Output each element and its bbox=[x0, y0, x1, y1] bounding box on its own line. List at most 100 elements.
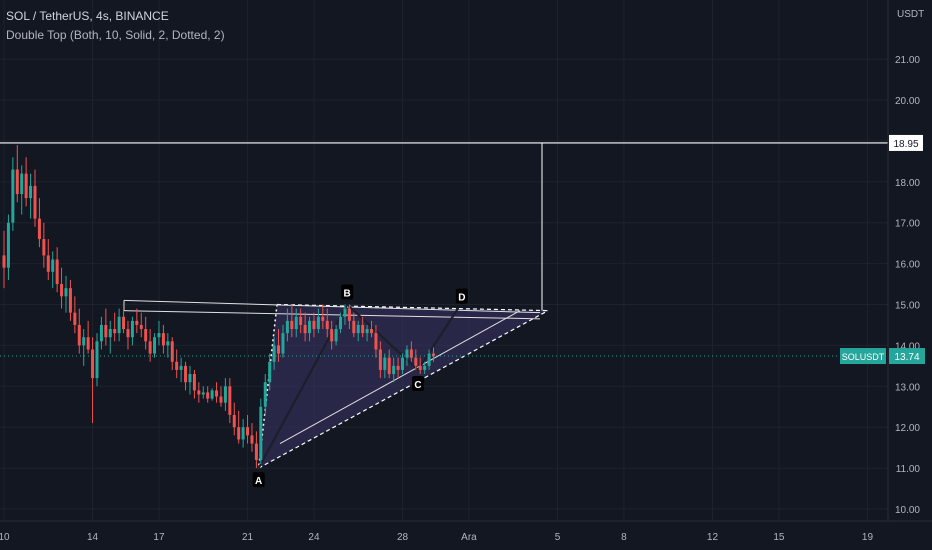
candle-down bbox=[55, 259, 59, 285]
target-price-text: 18.95 bbox=[893, 139, 918, 150]
price-tick-label: 18.00 bbox=[895, 178, 920, 189]
candle-down bbox=[378, 349, 382, 370]
chart-title[interactable]: SOL / TetherUS, 4s, BINANCE bbox=[6, 9, 169, 23]
candle-up bbox=[223, 386, 227, 403]
last-price-text: 13.74 bbox=[894, 352, 919, 363]
candle-up bbox=[259, 406, 263, 460]
candle-down bbox=[161, 333, 165, 346]
time-tick-label: 28 bbox=[397, 532, 409, 543]
price-tick-label: 14.00 bbox=[895, 341, 920, 352]
candle-down bbox=[418, 365, 422, 370]
time-tick-label: 19 bbox=[862, 532, 874, 543]
pattern-point-label-bg bbox=[455, 288, 468, 304]
candle-up bbox=[201, 392, 205, 395]
candle-up bbox=[272, 345, 276, 362]
candle-up bbox=[166, 341, 170, 346]
candle-up bbox=[392, 365, 396, 375]
candle-down bbox=[432, 353, 436, 357]
candle-down bbox=[250, 435, 254, 444]
pattern-point-label: B bbox=[344, 289, 351, 300]
candle-down bbox=[77, 324, 81, 346]
pattern-point-label: D bbox=[458, 293, 465, 304]
candle-down bbox=[24, 173, 28, 199]
prior-box-top bbox=[123, 299, 541, 314]
pattern-triangle bbox=[258, 304, 548, 469]
candle-down bbox=[219, 396, 223, 403]
candle-up bbox=[82, 337, 86, 346]
candle-down bbox=[148, 341, 152, 354]
time-tick-label: 14 bbox=[87, 532, 99, 543]
candle-down bbox=[409, 349, 413, 358]
price-tick-label: 17.00 bbox=[895, 219, 920, 230]
price-axis[interactable]: 10.00 11.00 12.00 13.00 14.00 15.00 16.00 17.00… bbox=[840, 0, 932, 550]
candle-up bbox=[285, 320, 289, 334]
candle-down bbox=[33, 185, 37, 219]
candle-up bbox=[405, 349, 409, 358]
candle-down bbox=[15, 169, 19, 195]
abcd-path bbox=[257, 302, 459, 469]
candle-up bbox=[281, 333, 285, 354]
candle-down bbox=[60, 284, 64, 297]
indicator-label[interactable]: Double Top (Both, 10, Solid, 2, Dotted, … bbox=[6, 28, 225, 42]
time-tick-label: 5 bbox=[555, 532, 561, 543]
candle-up bbox=[179, 365, 183, 370]
candle-down bbox=[330, 329, 334, 342]
candle-up bbox=[29, 185, 33, 199]
price-tick-label: 11.00 bbox=[896, 464, 921, 475]
candle-up bbox=[241, 427, 245, 440]
candle-down bbox=[370, 329, 374, 334]
candle-up bbox=[210, 390, 214, 399]
pattern-point-label: C bbox=[414, 380, 421, 391]
time-axis[interactable]: 10 14 17 21 24 28 Ara 5 8 12 15 19 bbox=[0, 520, 932, 543]
symbol-badge-text: SOLUSDT bbox=[842, 352, 885, 362]
candle-down bbox=[139, 324, 143, 330]
candle-up bbox=[157, 333, 161, 338]
candle-down bbox=[299, 316, 303, 325]
candle-down bbox=[232, 414, 236, 428]
candle-down bbox=[215, 390, 219, 397]
symbol-badge bbox=[840, 348, 886, 365]
candle-down bbox=[113, 329, 117, 334]
resistance-line bbox=[276, 303, 549, 312]
time-tick-label: 10 bbox=[0, 532, 10, 543]
pattern-drawings bbox=[123, 299, 549, 469]
candle-down bbox=[68, 288, 72, 313]
candle-down bbox=[414, 357, 418, 366]
candle-up bbox=[64, 288, 68, 297]
pattern-point-label-bg bbox=[252, 472, 265, 488]
candle-up bbox=[356, 324, 360, 334]
overlays: A B C D bbox=[0, 142, 888, 488]
candle-up bbox=[365, 329, 369, 334]
candle-up bbox=[294, 316, 298, 330]
pattern-point-label-bg bbox=[412, 375, 425, 391]
candle-down bbox=[246, 427, 250, 436]
candle-up bbox=[11, 169, 15, 223]
candle-up bbox=[423, 365, 427, 370]
candle-down bbox=[352, 320, 356, 334]
candle-up bbox=[343, 308, 347, 317]
candle-down bbox=[290, 320, 294, 330]
support-line bbox=[258, 310, 549, 469]
candle-down bbox=[237, 427, 241, 440]
candle-down bbox=[206, 392, 210, 399]
price-tick-label: 20.00 bbox=[895, 96, 920, 107]
target-price-badge bbox=[889, 134, 923, 151]
candle-down bbox=[192, 374, 196, 391]
candle-down bbox=[347, 308, 351, 321]
candle-down bbox=[91, 349, 95, 379]
time-tick-label: 24 bbox=[308, 532, 320, 543]
candle-down bbox=[321, 316, 325, 321]
price-tick-label: 13.00 bbox=[895, 382, 920, 393]
candle-up bbox=[51, 259, 55, 272]
candle-up bbox=[383, 357, 387, 370]
candle-up bbox=[117, 316, 121, 334]
candle-down bbox=[104, 324, 108, 338]
candle-down bbox=[228, 386, 232, 415]
candle-down bbox=[135, 320, 139, 325]
candle-down bbox=[254, 443, 258, 460]
time-tick-label: 17 bbox=[153, 532, 165, 543]
candle-up bbox=[108, 329, 112, 338]
candle-up bbox=[99, 324, 103, 342]
